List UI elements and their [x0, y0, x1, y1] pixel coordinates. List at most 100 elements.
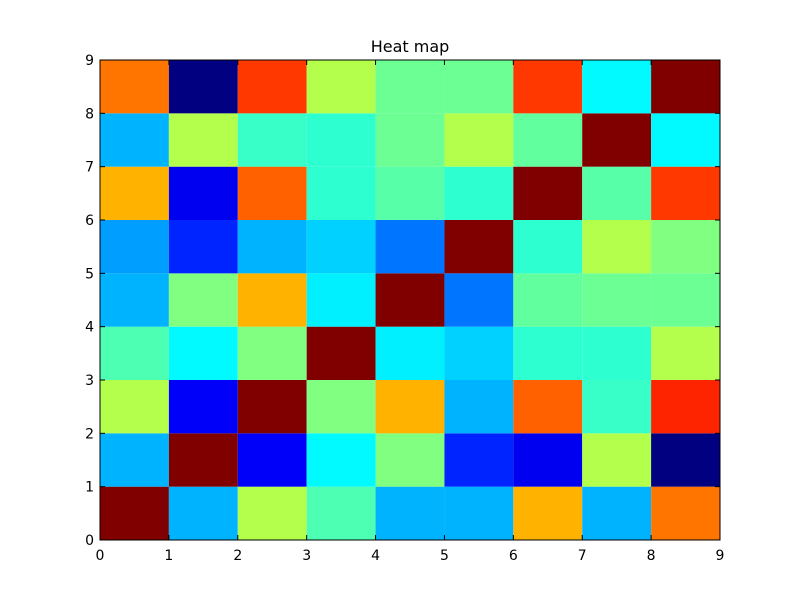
heatmap-cell-r4-c6 — [513, 273, 583, 327]
x-tick-label-5: 5 — [440, 548, 449, 564]
x-tick-labels: 0 1 2 3 4 5 6 7 8 9 — [96, 548, 725, 564]
heatmap-cell-r2-c2 — [237, 380, 307, 434]
heatmap-cell-r5-c7 — [582, 220, 652, 274]
heatmap-cell-r1-c4 — [375, 433, 445, 487]
heatmap-cell-r5-c3 — [306, 220, 376, 274]
heatmap-cell-r7-c4 — [375, 113, 445, 167]
x-tick-label-9: 9 — [716, 548, 725, 564]
heatmap-cell-r5-c8 — [651, 220, 720, 274]
heatmap-cell-r7-c6 — [513, 113, 583, 167]
heatmap-cell-r0-c1 — [168, 486, 238, 540]
heatmap-cell-r5-c2 — [237, 220, 307, 274]
chart-title: Heat map — [371, 37, 450, 56]
heatmap-cell-r6-c0 — [100, 166, 169, 220]
heatmap-cell-r5-c5 — [444, 220, 514, 274]
heatmap-cell-r2-c7 — [582, 380, 652, 434]
heatmap-cell-r4-c3 — [306, 273, 376, 327]
heatmap-cell-r3-c3 — [306, 326, 376, 380]
heatmap-cell-r6-c8 — [651, 166, 720, 220]
x-tick-label-3: 3 — [302, 548, 311, 564]
heatmap-cell-r1-c8 — [651, 433, 720, 487]
heatmap-cell-r4-c8 — [651, 273, 720, 327]
heatmap-cell-r3-c7 — [582, 326, 652, 380]
y-tick-labels: 0 1 2 3 4 5 6 7 8 9 — [85, 53, 94, 549]
heatmap-cell-r4-c2 — [237, 273, 307, 327]
x-tick-label-7: 7 — [578, 548, 587, 564]
heatmap-cell-r0-c4 — [375, 486, 445, 540]
heatmap-cell-r3-c4 — [375, 326, 445, 380]
heatmap-cell-r0-c5 — [444, 486, 514, 540]
x-tick-label-8: 8 — [647, 548, 656, 564]
heatmap-cell-r5-c1 — [168, 220, 238, 274]
heatmap-cell-r8-c5 — [444, 60, 514, 114]
heatmap-cell-r4-c0 — [100, 273, 169, 327]
heatmap-cell-r6-c4 — [375, 166, 445, 220]
heatmap-cell-r7-c2 — [237, 113, 307, 167]
heatmap-cell-r7-c3 — [306, 113, 376, 167]
heatmap-cell-r1-c5 — [444, 433, 514, 487]
heatmap-cells — [100, 60, 720, 540]
y-tick-label-7: 7 — [85, 160, 94, 176]
axis-ticks — [99, 59, 721, 541]
heatmap-cell-r7-c5 — [444, 113, 514, 167]
heatmap-cell-r4-c4 — [375, 273, 445, 327]
y-tick-label-5: 5 — [85, 266, 94, 282]
heatmap-cell-r8-c0 — [100, 60, 169, 114]
y-tick-label-3: 3 — [85, 373, 94, 389]
heatmap-cell-r8-c1 — [168, 60, 238, 114]
heatmap-cell-r4-c1 — [168, 273, 238, 327]
heatmap-cell-r7-c0 — [100, 113, 169, 167]
y-tick-label-1: 1 — [85, 480, 94, 496]
heatmap-cell-r8-c4 — [375, 60, 445, 114]
heatmap-cell-r1-c6 — [513, 433, 583, 487]
plot-frame — [99, 59, 721, 541]
heatmap-cell-r6-c5 — [444, 166, 514, 220]
heatmap-cell-r0-c2 — [237, 486, 307, 540]
heatmap-cell-r0-c6 — [513, 486, 583, 540]
heatmap-cell-r2-c8 — [651, 380, 720, 434]
heatmap-cell-r0-c3 — [306, 486, 376, 540]
heatmap-cell-r4-c7 — [582, 273, 652, 327]
y-tick-label-8: 8 — [85, 106, 94, 122]
heatmap-cell-r7-c1 — [168, 113, 238, 167]
heatmap-cell-r0-c8 — [651, 486, 720, 540]
x-tick-label-4: 4 — [371, 548, 380, 564]
heatmap-cell-r7-c8 — [651, 113, 720, 167]
heatmap-cell-r3-c8 — [651, 326, 720, 380]
heatmap-cell-r5-c6 — [513, 220, 583, 274]
heatmap-cell-r5-c4 — [375, 220, 445, 274]
heatmap-cell-r7-c7 — [582, 113, 652, 167]
heatmap-cell-r0-c0 — [100, 486, 169, 540]
heatmap-cell-r3-c6 — [513, 326, 583, 380]
heatmap-cell-r8-c3 — [306, 60, 376, 114]
heatmap-cell-r3-c1 — [168, 326, 238, 380]
heatmap-cell-r2-c4 — [375, 380, 445, 434]
x-tick-label-1: 1 — [164, 548, 173, 564]
y-tick-label-6: 6 — [85, 213, 94, 229]
y-tick-label-9: 9 — [85, 53, 94, 69]
heatmap-cell-r6-c1 — [168, 166, 238, 220]
heatmap-cell-r8-c8 — [651, 60, 720, 114]
heatmap-cell-r6-c6 — [513, 166, 583, 220]
heatmap-cell-r1-c2 — [237, 433, 307, 487]
heatmap-cell-r1-c7 — [582, 433, 652, 487]
heatmap-cell-r1-c0 — [100, 433, 169, 487]
x-tick-label-0: 0 — [96, 548, 105, 564]
x-tick-label-6: 6 — [509, 548, 518, 564]
heatmap-cell-r2-c0 — [100, 380, 169, 434]
heatmap-cell-r4-c5 — [444, 273, 514, 327]
heatmap-cell-r8-c7 — [582, 60, 652, 114]
heatmap-cell-r2-c1 — [168, 380, 238, 434]
heatmap-cell-r3-c5 — [444, 326, 514, 380]
heatmap-cell-r5-c0 — [100, 220, 169, 274]
y-tick-label-0: 0 — [85, 533, 94, 549]
heatmap-cell-r1-c1 — [168, 433, 238, 487]
heatmap-cell-r3-c0 — [100, 326, 169, 380]
y-tick-label-2: 2 — [85, 426, 94, 442]
heatmap-cell-r2-c6 — [513, 380, 583, 434]
y-tick-label-4: 4 — [85, 320, 94, 336]
x-tick-label-2: 2 — [233, 548, 242, 564]
heatmap-cell-r3-c2 — [237, 326, 307, 380]
